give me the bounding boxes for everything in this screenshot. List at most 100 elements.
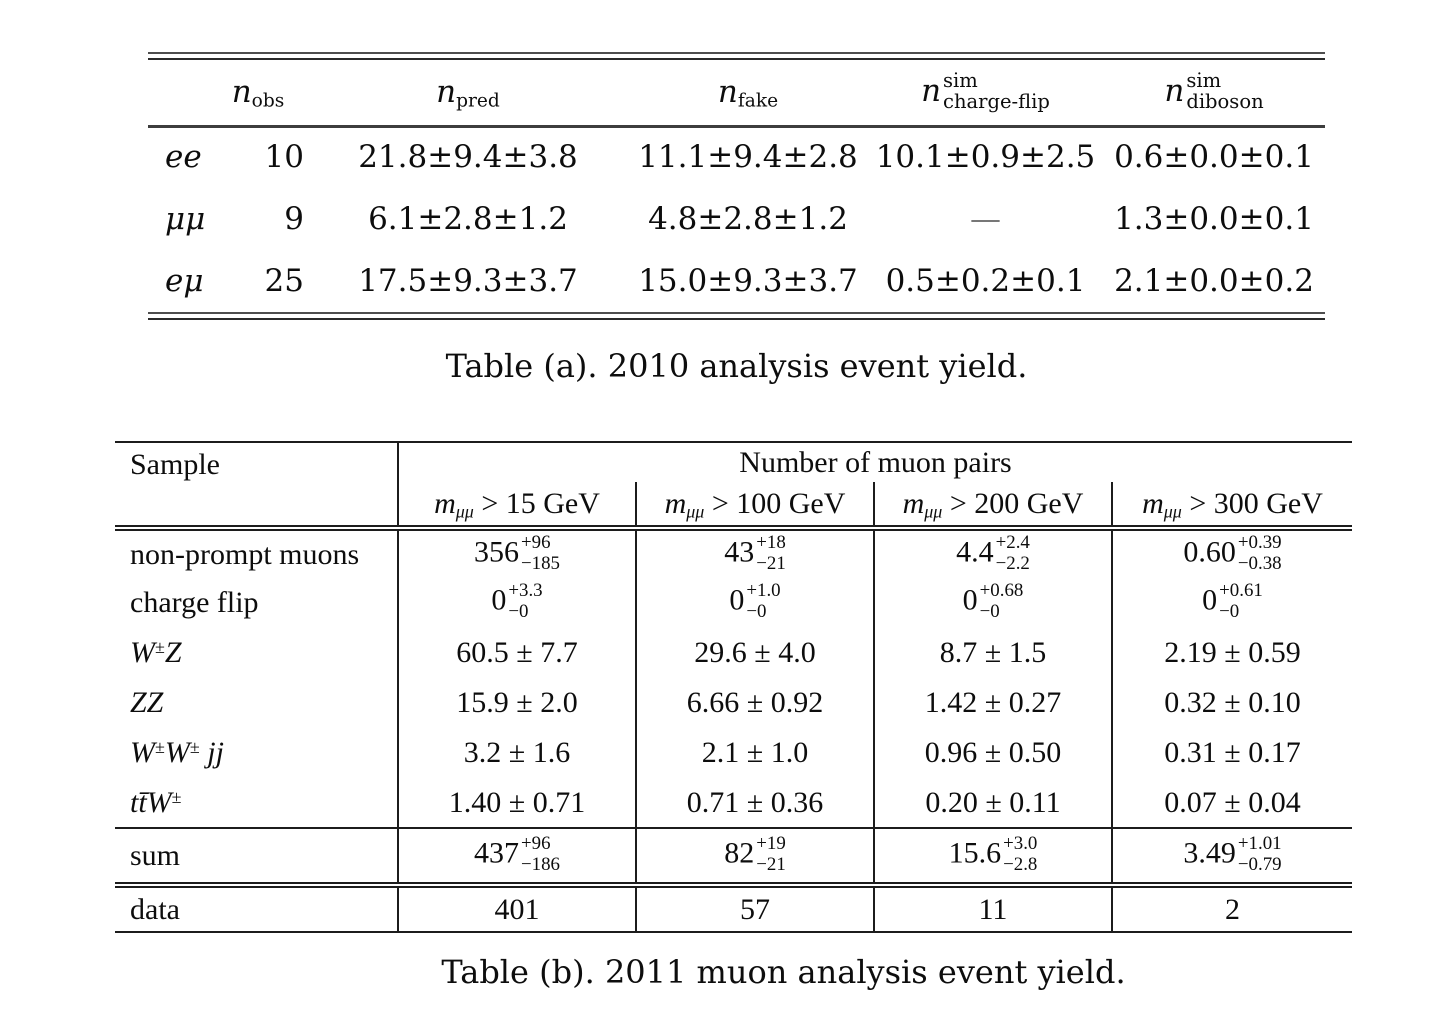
column-header: mμμ > 15 GeV [398,482,636,531]
error-stack: +96 −186 [521,832,560,875]
cell: 1.40 ± 0.71 [448,785,586,819]
header-row-thresholds: mμμ > 15 GeV mμμ > 100 GeV mμμ > 200 GeV mμ… [115,482,1353,531]
error-stack: +3.3 −0 [508,580,543,622]
cell: 11 [873,885,1112,933]
table-row: non-prompt muons 356 +96 −185 43 +18 −21 4.4 +2.… [115,528,1353,578]
column-header: mμμ > 200 GeV [873,482,1112,531]
error-stack: +1.01 −0.79 [1237,832,1282,875]
cell: 1.3±0.0±0.1 [1114,200,1314,237]
row-label: charge flip [115,578,399,628]
error-stack: +96 −185 [521,531,560,574]
cell: 356 +96 −185 [474,531,560,574]
cell: 21.8±9.4±3.8 [358,139,578,176]
error-stack: +0.61 −0 [1219,580,1263,622]
cell: 1.42 ± 0.27 [873,678,1112,728]
table-a-bottom-double-rule [148,312,1325,320]
cell: 0 +3.3 −0 [491,580,543,622]
table-row: μμ 9 6.1±2.8±1.2 4.8±2.8±1.2 — 1.3±0.0±0.1 [148,188,1325,250]
cell: 0.71 ± 0.36 [635,778,874,828]
error-stack: +2.4 −2.2 [995,531,1030,574]
cell: 2.19 ± 0.59 [1110,628,1353,678]
cell: 3.49 +1.01 −0.79 [1110,827,1353,888]
table-a-grid: nobs npred nfake n sim charge-flip n sim diboson… [148,60,1325,312]
row-label: non-prompt muons [115,528,399,578]
table-row: W±W± jj 3.2 ± 1.6 2.1 ± 1.0 0.96 ± 0.50 0.31… [115,728,1353,778]
cell: 0.07 ± 0.04 [1110,778,1353,828]
cell: 11.1±9.4±2.8 [638,139,858,176]
cell: 2.1 ± 1.0 [635,728,874,778]
cell: 0.5±0.2±0.1 [885,262,1086,299]
cell: 2.1±0.0±0.2 [1114,262,1314,299]
table-b-grid: Sample Number of muon pairs mμμ > 15 GeV mμ… [115,441,1353,933]
table-row: ee 10 21.8±9.4±3.8 11.1±9.4±2.8 10.1±0.9±2.5… [148,126,1325,188]
cell: 82 +19 −21 [635,827,874,888]
cell: 0.32 ± 0.10 [1110,678,1353,728]
column-header: mμμ > 300 GeV [1110,482,1353,531]
cell: 15.0±9.3±3.7 [638,262,858,299]
column-header: nfake [628,60,868,128]
cell: 57 [635,885,874,933]
row-label: sum [115,827,399,888]
cell: 17.5±9.3±3.7 [358,262,578,299]
error-stack: +1.0 −0 [746,580,781,622]
sample-header: Sample [115,442,399,531]
cell: 0.96 ± 0.50 [873,728,1112,778]
row-label: W±Z [115,628,399,678]
row-label: μμ [165,200,206,237]
cell: 0.31 ± 0.17 [1110,728,1353,778]
cell: 401 [398,885,636,933]
error-stack: +0.68 −0 [979,580,1024,622]
cell: — [970,200,1001,237]
error-stack: +18 −21 [756,531,786,574]
error-stack: +0.39 −0.38 [1237,531,1282,574]
cell: 10 [264,139,304,176]
cell: 6.66 ± 0.92 [635,678,874,728]
cell: 10.1±0.9±2.5 [875,139,1096,176]
table-row: tt̄W± 1.40 ± 0.71 0.71 ± 0.36 0.20 ± 0.11 0.… [115,778,1353,828]
table-b-header: Sample Number of muon pairs mμμ > 15 GeV mμ… [115,442,1353,531]
cell: 4.4 +2.4 −2.2 [873,528,1112,578]
cell: 8.7 ± 1.5 [873,628,1112,678]
cell: 0 +0.68 −0 [873,578,1112,628]
header-row-group: Sample Number of muon pairs [115,442,1352,531]
row-label: ZZ [115,678,399,728]
error-stack: +3.0 −2.8 [1003,832,1038,875]
cell: 15.6 +3.0 −2.8 [873,827,1112,888]
cell: 0 +1.0 −0 [635,578,874,628]
table-a-top-double-rule [148,52,1325,60]
cell: 437 +96 −186 [398,827,636,888]
table-row: eμ 25 17.5±9.3±3.7 15.0±9.3±3.7 0.5±0.2±0.1 2… [148,250,1325,312]
table-a: nobs npred nfake n sim charge-flip n sim diboson… [148,52,1325,320]
column-header: nobs [208,60,308,128]
cell: 0.20 ± 0.11 [873,778,1112,828]
table-a-header: nobs npred nfake n sim charge-flip n sim diboson [148,60,1325,128]
column-header: n sim charge-flip [868,60,1103,128]
table-a-body: ee 10 21.8±9.4±3.8 11.1±9.4±2.8 10.1±0.9±2.5… [148,126,1325,312]
row-label: eμ [165,262,204,299]
cell: 0.6±0.0±0.1 [1114,139,1314,176]
corner-cell [148,60,208,128]
cell: 6.1±2.8±1.2 [368,200,568,237]
table-row: sum 437 +96 −186 82 +19 −21 15.6 +3.0 −2.8 3.49 +1.… [115,827,1353,888]
cell: 29.6 ± 4.0 [635,628,874,678]
row-label: W±W± jj [115,728,399,778]
column-header: mμμ > 100 GeV [635,482,874,531]
cell: 60.5 ± 7.7 [456,636,578,669]
error-stack: +19 −21 [756,832,786,875]
cell: 0.60 +0.39 −0.38 [1110,528,1353,578]
table-row: data 401 57 11 2 [115,885,1353,933]
table-row: charge flip 0 +3.3 −0 0 +1.0 −0 0 +0.68 −0 0 +0.61−… [115,578,1353,628]
error-stack: sim charge-flip [943,68,1050,114]
cell: 3.2 ± 1.6 [463,736,571,769]
column-header: n sim diboson [1103,60,1325,128]
table-b-caption: Table (b). 2011 muon analysis event yiel… [441,953,1126,991]
cell: 9 [284,200,304,237]
cell: 0 +0.61 −0 [1110,578,1353,628]
table-b: Sample Number of muon pairs mμμ > 15 GeV mμ… [115,441,1353,933]
table-a-caption: Table (a). 2010 analysis event yield. [445,347,1028,385]
cell: 43 +18 −21 [635,528,874,578]
header-row: nobs npred nfake n sim charge-flip n sim diboson [148,60,1325,128]
group-header: Number of muon pairs [739,445,1012,479]
cell: 2 [1110,885,1353,933]
